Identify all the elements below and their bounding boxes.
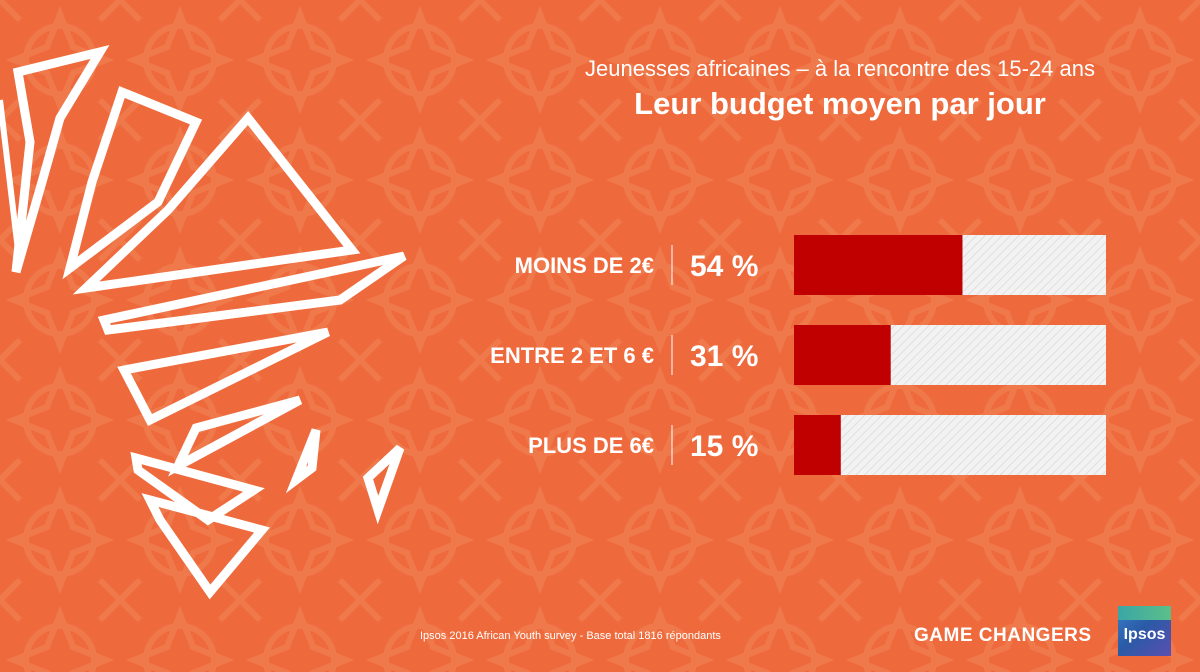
page-subtitle: Jeunesses africaines – à la rencontre de…	[585, 56, 1095, 81]
ipsos-logo: Ipsos	[1118, 606, 1171, 656]
source-note: Ipsos 2016 African Youth survey - Base t…	[420, 630, 721, 642]
africa-geometric-outline-art	[0, 45, 407, 600]
data-label: 15 %	[690, 430, 758, 463]
budget-bar-chart: MOINS DE 2€ 54 % ENTRE 2 ET 6 € 31 % PLUS DE…	[490, 235, 1106, 475]
bar-track	[794, 415, 1106, 475]
logo-accent-band	[1118, 606, 1171, 620]
data-label: 31 %	[690, 340, 758, 373]
page-title: Leur budget moyen par jour	[634, 86, 1046, 121]
bar	[794, 415, 841, 475]
category-label: MOINS DE 2€	[515, 253, 654, 278]
bar	[794, 325, 891, 385]
game-changers-tagline: GAME CHANGERS	[914, 625, 1092, 646]
data-label: 54 %	[690, 250, 758, 283]
logo-text: Ipsos	[1123, 626, 1166, 643]
bar	[794, 235, 963, 295]
category-label: PLUS DE 6€	[528, 433, 654, 458]
category-label: ENTRE 2 ET 6 €	[490, 343, 654, 368]
